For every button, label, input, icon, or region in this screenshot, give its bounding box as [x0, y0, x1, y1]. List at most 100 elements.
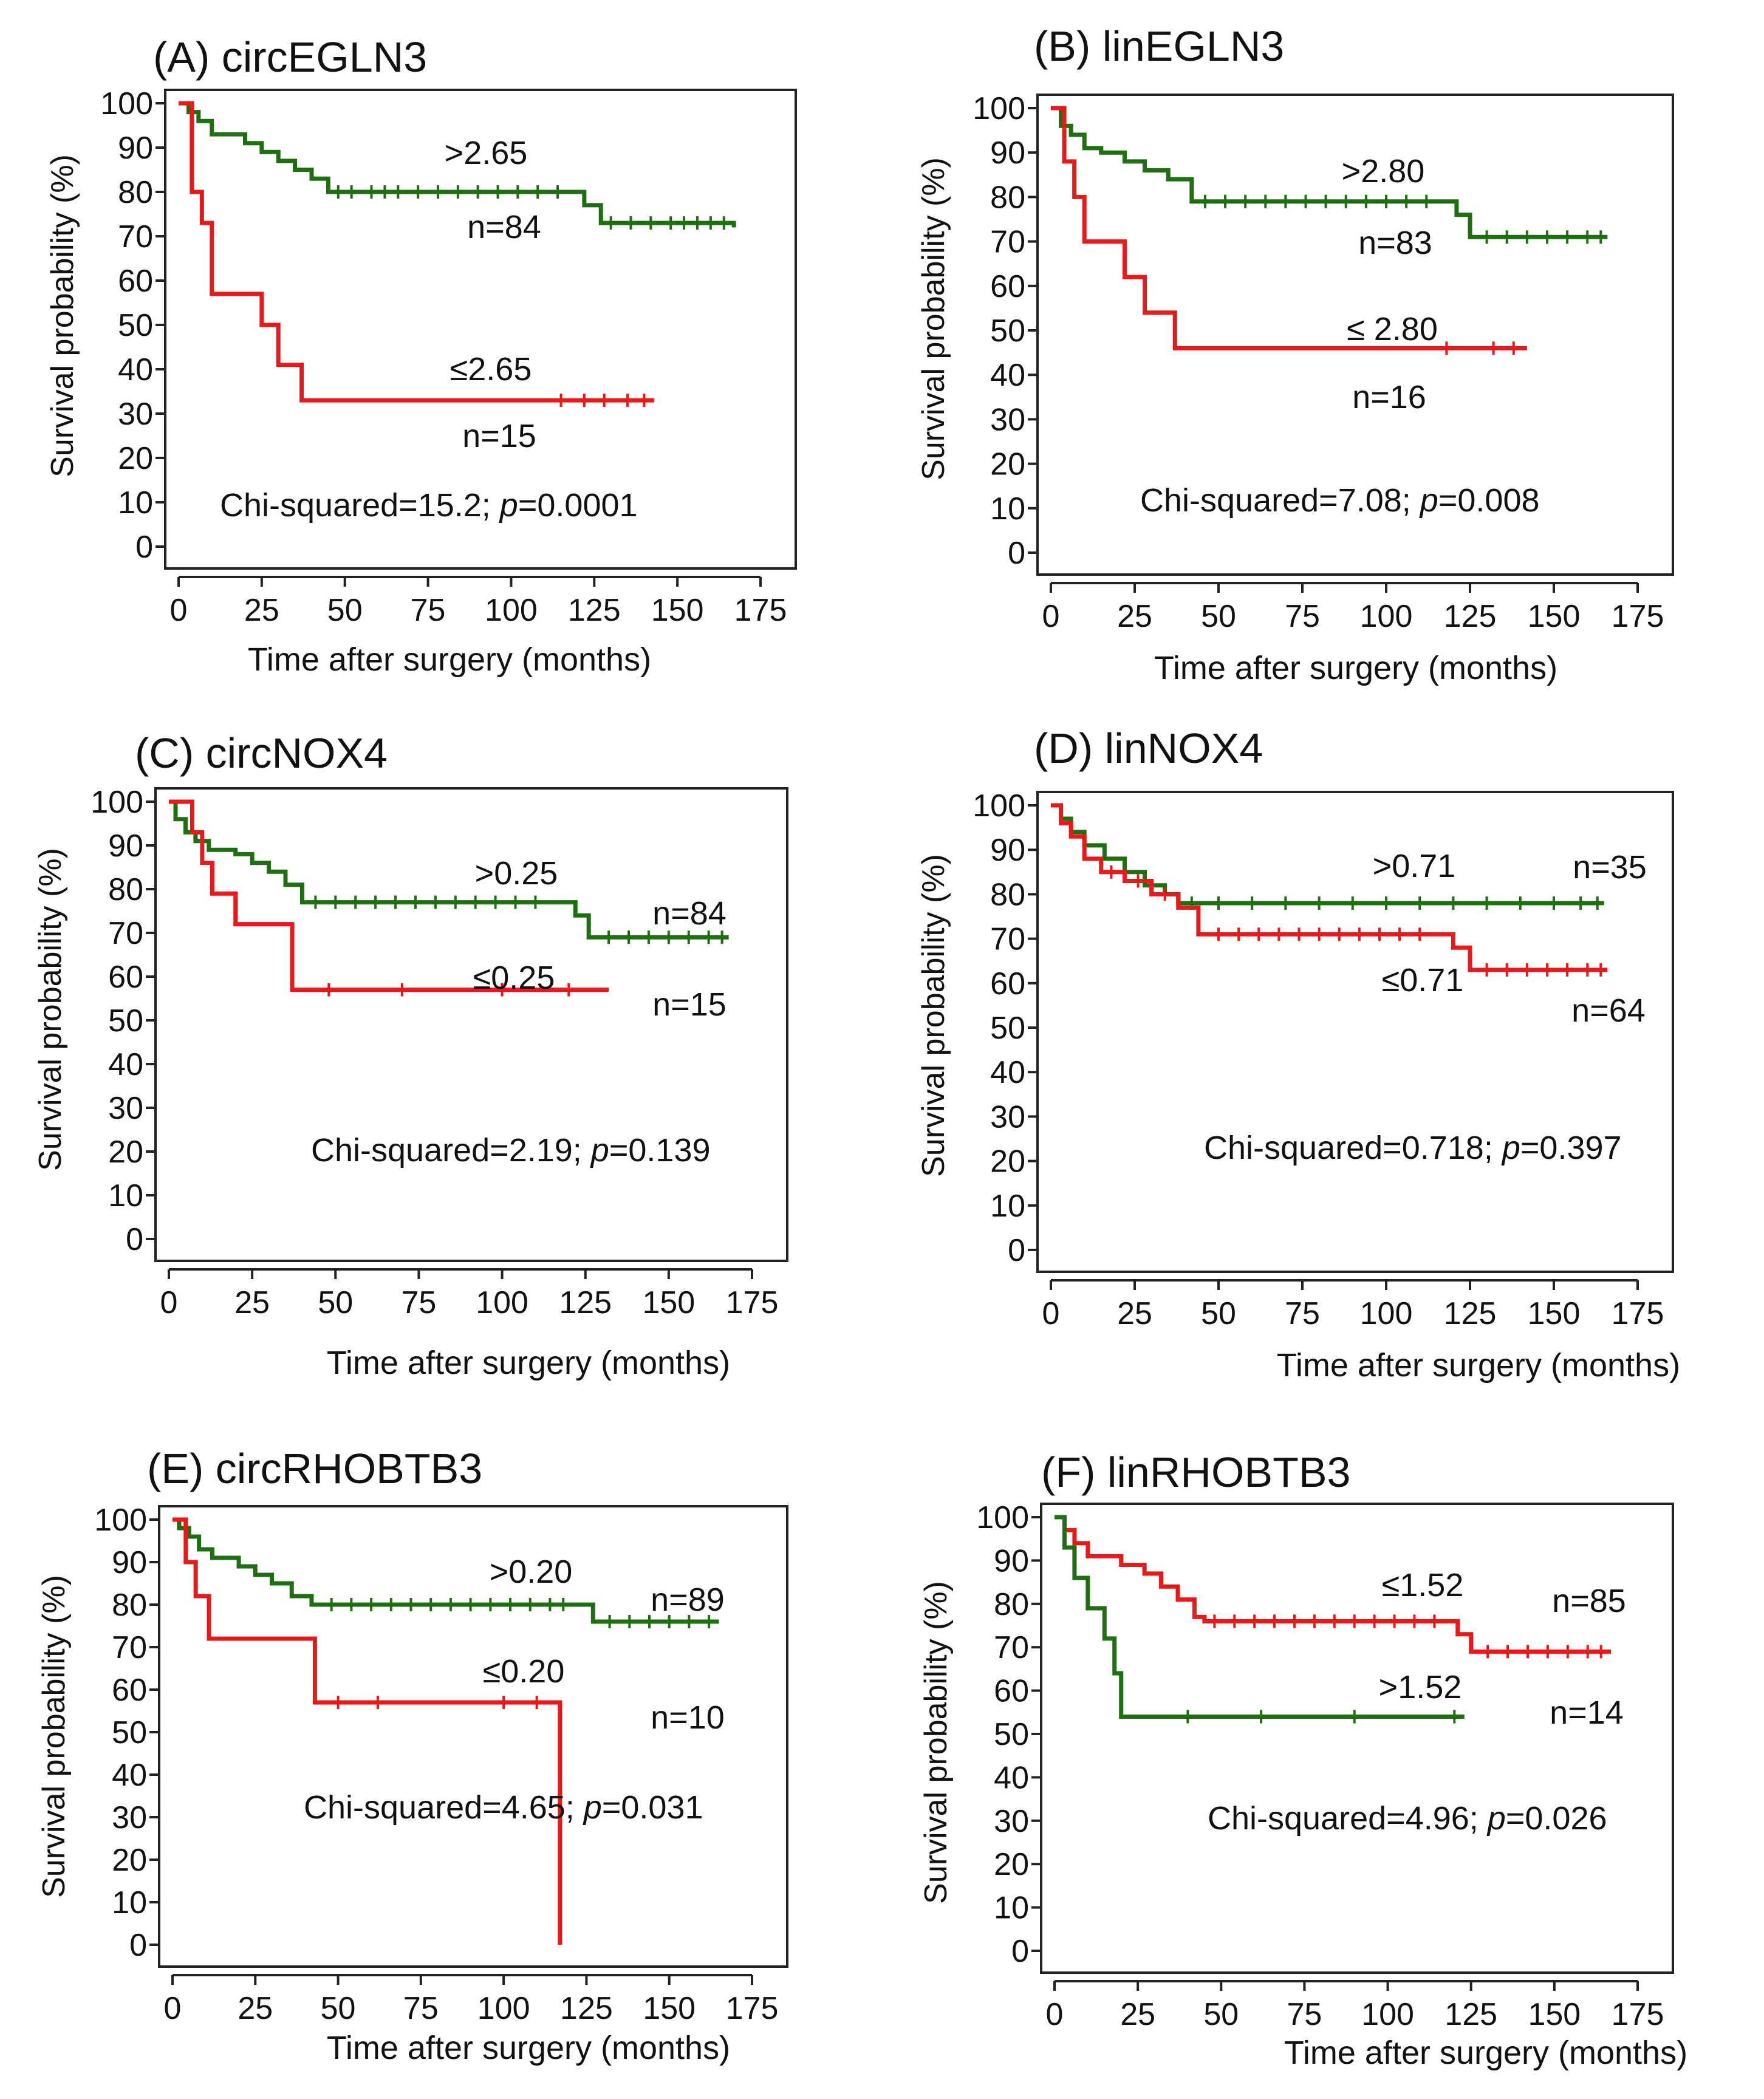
series-n-high: n=84	[467, 209, 541, 245]
y-tick-label: 50	[990, 1011, 1025, 1046]
y-tick-label: 80	[112, 1588, 147, 1623]
series-n-high: n=84	[652, 895, 726, 932]
y-tick-label: 50	[108, 1003, 143, 1039]
x-axis: 0 25 50 75 100 125 150 175	[1046, 1980, 1664, 2032]
x-axis-label: Time after surgery (months)	[327, 2030, 730, 2066]
plot-frame	[1040, 1503, 1674, 1974]
x-tick-label: 25	[1117, 1296, 1152, 1331]
x-tick-label: 0	[164, 1991, 182, 2026]
stat-annotation: Chi-squared=15.2; p=0.0001	[220, 487, 638, 524]
km-chart-c: (C) circNOX4 0 10 20 30 40 50 60 70 80 90 100 0 25 5…	[33, 729, 788, 1381]
km-curve-green	[1051, 106, 1608, 239]
x-tick-label: 75	[1285, 1296, 1320, 1331]
km-chart-b: (B) linEGLN3 0 10 20 30 40 50 60 70 80 90 100 0 25 5…	[916, 22, 1674, 686]
y-tick-label: 30	[990, 1099, 1025, 1135]
y-tick-label: 70	[990, 225, 1025, 260]
y-tick-label: 20	[990, 1144, 1025, 1179]
stat-annotation: Chi-squared=7.08; p=0.008	[1140, 482, 1540, 519]
y-axis-label: Survival probability (%)	[33, 848, 68, 1171]
x-tick-label: 75	[411, 593, 446, 628]
km-curve-green	[1051, 803, 1604, 906]
y-tick-label: 50	[994, 1717, 1029, 1752]
km-curve-red	[179, 101, 654, 403]
y-tick-label: 0	[126, 1222, 143, 1257]
x-tick-label: 50	[327, 593, 363, 628]
y-tick-label: 0	[135, 530, 153, 565]
stat-annotation: Chi-squared=2.19; p=0.139	[311, 1132, 711, 1169]
x-tick-label: 125	[559, 1285, 612, 1320]
y-tick-label: 50	[118, 308, 153, 343]
x-axis: 0 25 50 75 100 125 150 175	[1042, 1279, 1664, 1331]
x-axis-label: Time after surgery (months)	[1154, 650, 1557, 686]
chart-title: (D) linNOX4	[1034, 725, 1263, 772]
y-tick-label: 0	[129, 1928, 147, 1963]
series-label-low: ≤0.71	[1382, 962, 1464, 998]
y-tick-label: 100	[91, 785, 143, 820]
x-tick-label: 100	[485, 593, 538, 628]
x-tick-label: 25	[1117, 599, 1152, 634]
x-tick-label: 75	[1285, 599, 1320, 634]
y-tick-label: 70	[990, 922, 1025, 957]
km-curve-green	[179, 101, 736, 228]
y-tick-label: 10	[990, 491, 1025, 527]
y-tick-label: 10	[112, 1885, 147, 1920]
panel-a: (A) circEGLN3 0 10 20 30 40 50 60 70 80 90 100 0 25…	[0, 0, 882, 700]
x-tick-label: 100	[1361, 1997, 1414, 2032]
y-tick-label: 0	[1008, 536, 1025, 571]
chart-title: (A) circEGLN3	[153, 33, 427, 81]
panel-e: (E) circRHOBTB3 0 10 20 30 40 50 60 70 80 90 100 0…	[0, 1399, 882, 2099]
y-tick-label: 40	[112, 1758, 147, 1793]
series-label-high: >2.80	[1342, 153, 1425, 189]
y-axis: 0 10 20 30 40 50 60 70 80 90 100	[94, 1503, 160, 1963]
panel-d: (D) linNOX4 0 10 20 30 40 50 60 70 80 90 100 0 25 50…	[882, 700, 1764, 1399]
km-curve-red	[1051, 803, 1608, 972]
curves	[1051, 803, 1608, 977]
x-tick-label: 75	[1287, 1997, 1322, 2032]
y-tick-label: 80	[994, 1587, 1029, 1622]
km-chart-a: (A) circEGLN3 0 10 20 30 40 50 60 70 80 90 100 0 25…	[45, 33, 797, 678]
panel-f: (F) linRHOBTB3 0 10 20 30 40 50 60 70 80 90 100 0 2…	[882, 1399, 1764, 2099]
x-tick-label: 150	[1528, 599, 1581, 634]
series-label-low: ≤ 2.80	[1347, 311, 1438, 347]
series-label-low: ≤2.65	[450, 351, 532, 387]
series-n-high: n=83	[1358, 225, 1432, 261]
y-axis-label: Survival probability (%)	[918, 1581, 954, 1904]
series-label-high: >0.25	[475, 855, 558, 892]
curves	[169, 799, 729, 997]
y-tick-label: 10	[118, 485, 153, 520]
stat-annotation: Chi-squared=0.718; p=0.397	[1204, 1130, 1622, 1166]
series-n-low: n=10	[651, 1699, 725, 1736]
y-tick-label: 20	[112, 1843, 147, 1878]
x-tick-label: 25	[1120, 1997, 1155, 2032]
x-tick-label: 0	[170, 593, 188, 628]
km-curve-green	[169, 799, 729, 940]
y-axis-label: Survival probability (%)	[916, 157, 951, 480]
x-tick-label: 50	[318, 1285, 353, 1320]
y-tick-label: 80	[990, 180, 1025, 215]
y-tick-label: 80	[118, 175, 153, 210]
km-curve-red	[173, 1517, 562, 1945]
x-tick-label: 50	[1203, 1997, 1239, 2032]
series-n-high: n=89	[651, 1582, 725, 1618]
stat-annotation: Chi-squared=4.65; p=0.031	[304, 1789, 703, 1826]
y-tick-label: 20	[118, 441, 153, 476]
x-tick-label: 175	[1612, 1296, 1664, 1331]
y-tick-label: 0	[1011, 1934, 1029, 1969]
panel-b: (B) linEGLN3 0 10 20 30 40 50 60 70 80 90 100 0 25 5…	[882, 0, 1764, 700]
y-tick-label: 60	[112, 1673, 147, 1708]
series-n-high: n=85	[1552, 1583, 1626, 1619]
x-tick-label: 150	[1528, 1997, 1581, 2032]
x-tick-label: 75	[403, 1991, 439, 2026]
y-tick-label: 80	[108, 872, 143, 907]
x-tick-label: 50	[1201, 1296, 1236, 1331]
x-tick-label: 100	[476, 1285, 528, 1320]
y-tick-label: 30	[990, 402, 1025, 437]
y-tick-label: 30	[108, 1091, 143, 1126]
series-label-low: >1.52	[1379, 1669, 1462, 1705]
series-n-low: n=14	[1550, 1695, 1624, 1731]
y-axis: 0 10 20 30 40 50 60 70 80 90 100	[973, 788, 1039, 1268]
curves	[1055, 1515, 1612, 1724]
y-tick-label: 50	[112, 1715, 147, 1750]
y-axis-label: Survival probability (%)	[36, 1575, 72, 1898]
x-tick-label: 125	[560, 1991, 613, 2026]
